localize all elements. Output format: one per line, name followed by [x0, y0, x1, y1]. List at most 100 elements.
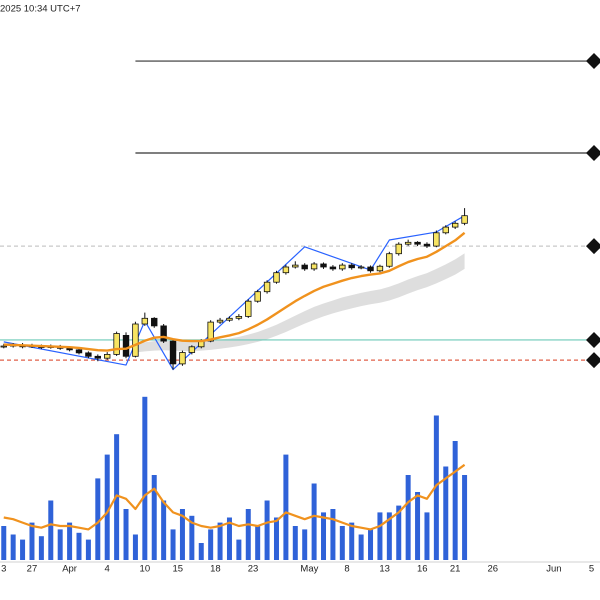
- volume-bar: [76, 532, 82, 560]
- candle-body: [451, 222, 459, 228]
- candle-body: [235, 315, 243, 319]
- candle-body: [461, 215, 468, 224]
- level-marker: [586, 145, 600, 161]
- volume-bar: [433, 415, 439, 560]
- candle-body: [226, 317, 233, 321]
- volume-bar: [132, 534, 138, 560]
- candle-body: [169, 340, 177, 365]
- volume-bar: [443, 466, 449, 560]
- x-tick-label: 3: [1, 564, 6, 575]
- candle-body: [0, 345, 7, 348]
- candle-body: [282, 266, 290, 274]
- candle-body: [207, 321, 214, 342]
- x-tick-label: 27: [27, 564, 38, 575]
- candle-body: [292, 264, 299, 268]
- volume-bar: [330, 509, 336, 560]
- volume-bar: [283, 454, 289, 560]
- candle-body: [66, 347, 73, 351]
- volume-bar: [57, 529, 63, 560]
- header-time: 2025 10:34 UTC+7: [0, 4, 81, 15]
- volume-bar: [217, 522, 223, 560]
- x-tick-label: 10: [140, 564, 151, 575]
- x-tick-label: 16: [417, 564, 428, 575]
- volume-bar: [20, 539, 26, 560]
- volume-bar: [386, 512, 392, 560]
- x-tick-label: 5: [589, 564, 594, 575]
- candle-body: [254, 291, 261, 302]
- volume-bar: [85, 539, 91, 560]
- level-marker: [586, 53, 600, 70]
- volume-bar: [302, 529, 308, 560]
- candle-body: [395, 243, 402, 255]
- candle-body: [357, 266, 365, 269]
- candle-body: [263, 281, 271, 293]
- candle-body: [348, 264, 355, 269]
- volume-bar: [311, 483, 317, 560]
- volume-bar: [29, 522, 35, 560]
- volume-bar: [339, 526, 345, 560]
- candle-body: [245, 300, 252, 317]
- volume-bar: [226, 517, 232, 560]
- x-tick-label: 4: [105, 564, 110, 575]
- volume-bar: [10, 534, 16, 560]
- x-tick-label: Jun: [546, 564, 561, 575]
- level-marker: [586, 331, 600, 348]
- volume-bar: [368, 529, 374, 560]
- candle-body: [122, 334, 130, 357]
- volume-bar: [104, 454, 110, 560]
- candle-body: [376, 265, 384, 272]
- candle-body: [85, 352, 92, 357]
- candle-body: [310, 263, 318, 270]
- volume-bar: [245, 509, 251, 560]
- x-tick-label: 23: [248, 564, 259, 575]
- x-tick-label: 15: [172, 564, 183, 575]
- volume-bar: [321, 512, 327, 560]
- volume-bar: [396, 505, 402, 560]
- volume-bar: [377, 512, 383, 560]
- candle-body: [329, 266, 337, 270]
- x-tick-label: 21: [450, 564, 461, 575]
- candle-body: [160, 325, 167, 342]
- x-tick-label: 26: [488, 564, 499, 575]
- volume-bar: [264, 500, 270, 560]
- candle-body: [404, 241, 412, 245]
- volume-bar: [198, 543, 204, 560]
- volume-bar: [424, 512, 430, 560]
- level-marker: [586, 238, 600, 255]
- candle-body: [132, 323, 139, 357]
- candle-body: [216, 319, 224, 323]
- volume-bar: [67, 522, 73, 560]
- candle-body: [301, 264, 308, 270]
- volume-bar: [273, 517, 279, 560]
- x-tick-label: Apr: [62, 564, 77, 575]
- candle-body: [273, 272, 280, 283]
- candle-body: [423, 243, 431, 247]
- volume-bar: [255, 526, 261, 560]
- ma-line: [3, 231, 466, 352]
- volume-bar: [170, 529, 176, 560]
- candle-body: [104, 353, 111, 359]
- volume-bar: [151, 475, 157, 560]
- volume-bar: [48, 500, 54, 560]
- volume-bar: [142, 396, 148, 560]
- candle-body: [141, 317, 149, 325]
- candle-body: [367, 266, 374, 272]
- volume-bar: [161, 500, 167, 560]
- candle-body: [320, 263, 327, 268]
- x-tick-label: 13: [379, 564, 390, 575]
- candle-body: [442, 226, 449, 234]
- candle-body: [179, 352, 186, 365]
- candle-body: [188, 346, 196, 353]
- volume-bar: [95, 478, 101, 560]
- volume-ma-line: [3, 463, 466, 531]
- candle-body: [386, 253, 393, 267]
- volume-bar: [123, 509, 129, 560]
- volume-bar: [236, 539, 242, 560]
- volume-bar: [358, 534, 364, 560]
- volume-bar: [405, 475, 411, 560]
- volume-bar: [415, 492, 421, 560]
- candle-body: [433, 232, 440, 247]
- candle-body: [151, 317, 158, 327]
- volume-bar: [292, 526, 298, 560]
